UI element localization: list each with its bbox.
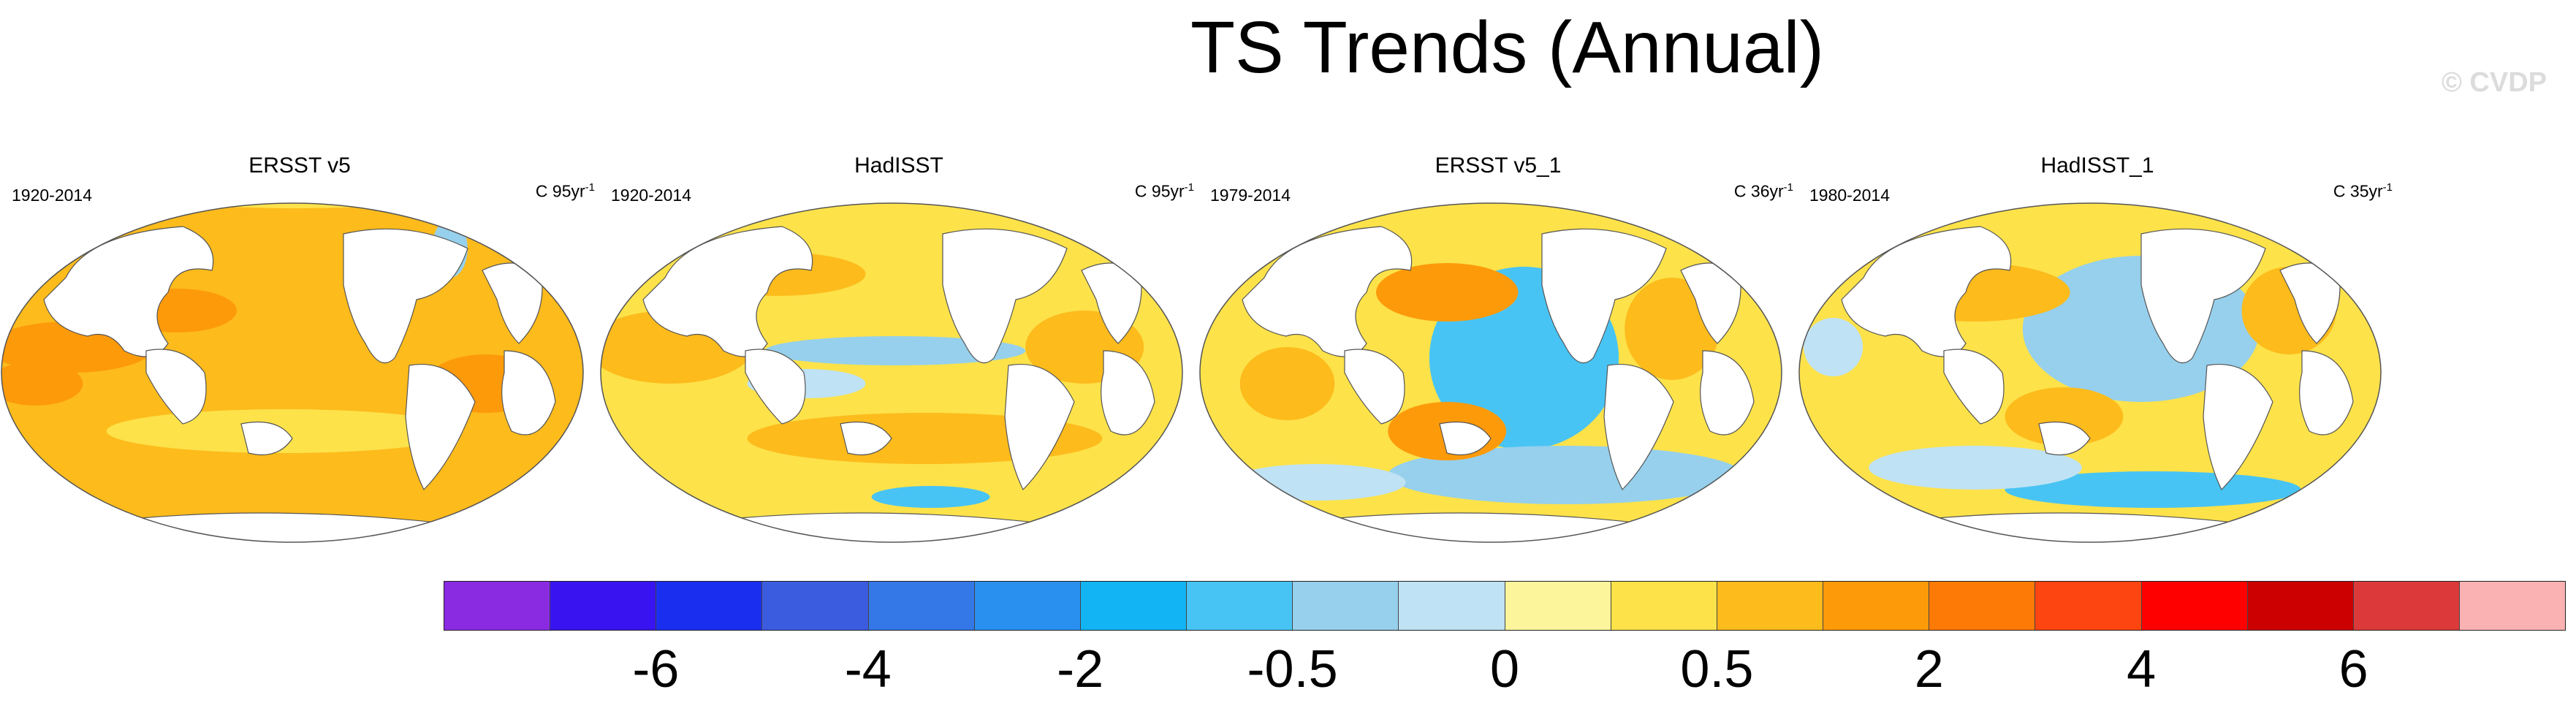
colorbar-box <box>2141 582 2248 630</box>
panel-period: 1920-2014 <box>611 186 691 205</box>
landmass <box>1841 226 2012 357</box>
landmass <box>1943 349 2005 425</box>
landmass <box>1439 421 1492 456</box>
landmass <box>1680 262 1741 344</box>
world-map <box>600 202 1183 543</box>
colorbar-box <box>2035 582 2142 630</box>
world-map <box>1 202 584 543</box>
colorbar-box <box>1080 582 1188 630</box>
landmass <box>2299 350 2354 436</box>
colorbar-label: -2 <box>1057 640 1104 699</box>
landmass <box>942 228 1068 364</box>
panel-period: 1980-2014 <box>1809 186 1890 205</box>
colorbar-label: 2 <box>1914 640 1944 699</box>
colorbar-box <box>1929 582 2036 630</box>
landmass <box>840 421 892 456</box>
world-map <box>1798 202 2382 543</box>
panel-units: C 35yr-1 <box>2333 181 2393 201</box>
panel-units: C 95yr-1 <box>535 181 595 201</box>
landmass <box>1344 349 1405 425</box>
landmass <box>240 421 293 456</box>
colorbar-label: 0 <box>1489 640 1520 699</box>
landmass <box>482 262 543 344</box>
landmass <box>501 350 556 436</box>
panel-period: 1920-2014 <box>12 186 92 205</box>
trend-contour <box>1239 347 1335 420</box>
trend-contour <box>1625 278 1720 380</box>
landmass <box>745 349 806 425</box>
trend-contour <box>1388 446 1744 504</box>
trend-contour <box>764 336 1026 365</box>
colorbar-label: -4 <box>844 640 892 699</box>
colorbar-box <box>1293 582 1399 630</box>
landmass <box>343 228 468 364</box>
panel-title: ERSST v5_1 <box>1435 153 1562 178</box>
map-border <box>600 202 1183 543</box>
landmass <box>1541 228 1667 364</box>
trend-contour <box>1869 446 2082 490</box>
map-border <box>1 202 584 543</box>
landmass <box>405 364 476 491</box>
panel-period: 1979-2014 <box>1210 186 1291 205</box>
colorbar-box <box>1187 582 1293 630</box>
colorbar-box <box>656 582 763 630</box>
trend-contour <box>1376 263 1519 322</box>
landmass <box>1242 226 1413 357</box>
colorbar-label: -6 <box>632 640 680 699</box>
trend-contour <box>1228 464 1406 501</box>
landmass <box>1101 350 1155 436</box>
landmass <box>43 226 214 357</box>
colorbar-box <box>444 582 551 630</box>
panel-units: C 95yr-1 <box>1134 181 1194 201</box>
panel-title: HadISST_1 <box>2040 153 2154 178</box>
panel-units: C 36yr-1 <box>1733 181 1793 201</box>
map-border <box>1199 202 1782 543</box>
world-map <box>1199 202 1782 543</box>
colorbar-box <box>2353 582 2460 630</box>
colorbar-label: 0.5 <box>1680 640 1754 699</box>
landmass <box>145 349 207 425</box>
panel-title: ERSST v5 <box>248 153 351 178</box>
colorbar-box <box>1823 582 1930 630</box>
trend-contour <box>1 362 83 406</box>
colorbar-box <box>1399 582 1505 630</box>
map-panel-2: HadISST 1920-2014 C 95yr-1 <box>599 153 1198 548</box>
colorbar-box <box>1611 582 1717 630</box>
landmass <box>1081 262 1142 344</box>
map-panel-1: ERSST v5 1920-2014 C 95yr-1 <box>0 153 599 548</box>
figure-title: TS Trends (Annual) <box>1190 7 1825 88</box>
map-border <box>1798 202 2382 543</box>
landmass <box>2038 421 2091 456</box>
colorbar-box <box>974 582 1081 630</box>
colorbar-box <box>868 582 975 630</box>
trend-contour <box>1804 318 1863 376</box>
landmass <box>1700 350 1755 436</box>
landmass <box>1004 364 1075 491</box>
colorbar-box <box>762 582 869 630</box>
colorbar-label: -0.5 <box>1247 640 1338 699</box>
trend-contour <box>871 486 990 508</box>
colorbar-box <box>2247 582 2354 630</box>
colorbar-box <box>550 582 657 630</box>
colorbar <box>444 581 2566 631</box>
map-panel-4: HadISST_1 1980-2014 C 35yr-1 <box>1798 153 2397 548</box>
colorbar-label: 4 <box>2127 640 2157 699</box>
landmass <box>2203 364 2273 491</box>
trend-contour <box>148 203 444 208</box>
watermark: © CVDP <box>2441 67 2547 98</box>
trend-contour <box>2005 387 2124 446</box>
colorbar-box <box>2459 582 2566 630</box>
colorbar-box <box>1717 582 1824 630</box>
panel-title: HadISST <box>854 153 943 178</box>
landmass <box>2140 228 2266 364</box>
colorbar-box <box>1505 582 1611 630</box>
map-panel-3: ERSST v5_1 1979-2014 C 36yr-1 <box>1198 153 1798 548</box>
colorbar-label: 6 <box>2338 640 2368 699</box>
landmass <box>1603 364 1674 491</box>
landmass <box>2279 262 2341 344</box>
landmass <box>642 226 813 357</box>
